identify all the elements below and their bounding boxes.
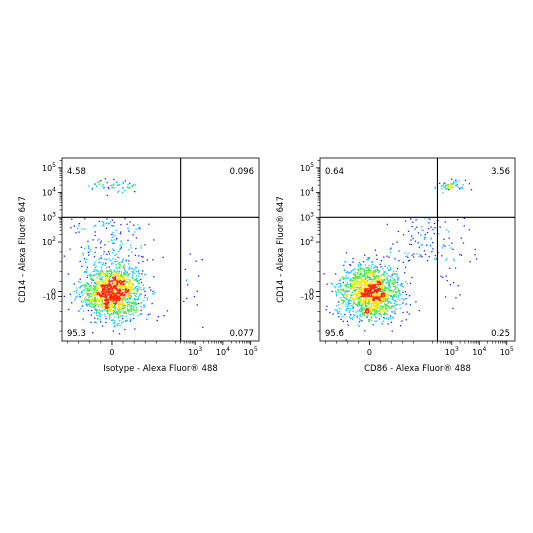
axis-ticks (316, 160, 508, 345)
x-axis-label: Isotype - Alexa Fluor® 488 (103, 364, 218, 374)
y-tick-label: 0 (309, 288, 314, 297)
quadrant-label-upper-left: 4.58 (67, 167, 86, 177)
y-tick-label: -10 (43, 292, 56, 301)
y-tick-label: 0 (51, 288, 56, 297)
y-tick-label: 105 (42, 162, 56, 173)
y-tick-label: 104 (42, 187, 56, 198)
quadrant-label-lower-left: 95.6 (325, 329, 344, 339)
quadrant-label-lower-right: 0.077 (230, 329, 254, 339)
y-tick-label: 103 (300, 211, 314, 222)
plot-frame (319, 157, 516, 342)
y-tick-label: 102 (300, 236, 314, 247)
x-tick-label: 103 (445, 346, 459, 357)
x-tick-label: 104 (216, 346, 230, 357)
y-tick-label: 104 (300, 187, 314, 198)
quadrant-label-upper-left: 0.64 (325, 167, 344, 177)
y-tick-label: -10 (301, 292, 314, 301)
event-dots (323, 178, 478, 341)
x-tick-label: 0 (367, 348, 372, 357)
quadrant-label-upper-right: 0.096 (230, 167, 254, 177)
axis-ticks (58, 160, 252, 345)
y-tick-label: 103 (42, 211, 56, 222)
plot-panel-isotype: 4.58 0.096 95.3 0.077 0 103 104 105 105 104 103 102… (18, 157, 260, 374)
x-tick-label: 103 (188, 346, 202, 357)
x-tick-label: 0 (109, 348, 114, 357)
x-axis-label: CD86 - Alexa Fluor® 488 (364, 364, 471, 374)
y-tick-label: 105 (300, 162, 314, 173)
plot-frame (61, 157, 260, 342)
y-axis-label: CD14 - Alexa Fluor® 647 (18, 196, 28, 303)
quadrant-label-upper-right: 3.56 (491, 167, 510, 177)
event-dots (63, 178, 204, 335)
x-tick-label: 105 (500, 346, 514, 357)
x-tick-label: 105 (244, 346, 258, 357)
x-tick-label: 104 (472, 346, 486, 357)
quadrant-label-lower-right: 0.25 (491, 329, 510, 339)
quadrant-label-lower-left: 95.3 (67, 329, 86, 339)
y-tick-label: 102 (42, 236, 56, 247)
y-axis-label: CD14 - Alexa Fluor® 647 (276, 196, 286, 303)
